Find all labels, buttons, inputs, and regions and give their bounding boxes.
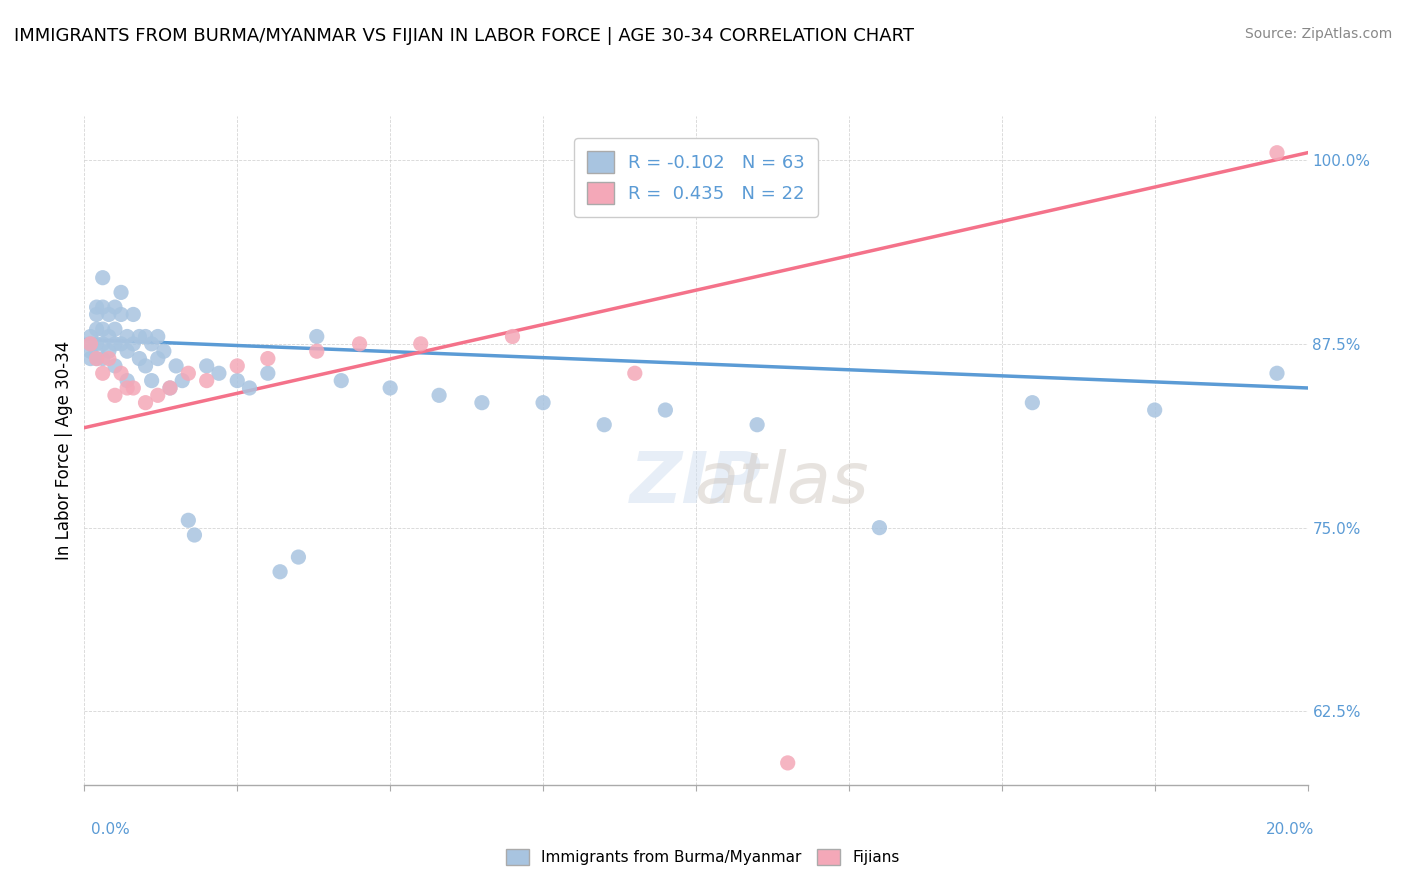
- Point: [146, 351, 169, 366]
- Point: [97, 329, 120, 343]
- Text: 20.0%: 20.0%: [1267, 822, 1315, 837]
- Point: [349, 336, 371, 351]
- Point: [146, 329, 169, 343]
- Text: ZIP: ZIP: [630, 450, 762, 518]
- Point: [1143, 403, 1166, 417]
- Point: [97, 308, 120, 322]
- Point: [128, 351, 150, 366]
- Point: [115, 374, 138, 388]
- Point: [531, 395, 554, 409]
- Point: [195, 374, 218, 388]
- Point: [135, 359, 157, 373]
- Point: [79, 329, 101, 343]
- Point: [141, 374, 163, 388]
- Point: [110, 285, 132, 300]
- Point: [91, 300, 114, 314]
- Point: [79, 336, 101, 351]
- Point: [91, 322, 114, 336]
- Point: [380, 381, 402, 395]
- Point: [654, 403, 676, 417]
- Point: [502, 329, 524, 343]
- Point: [183, 528, 205, 542]
- Point: [135, 395, 157, 409]
- Point: [624, 366, 647, 380]
- Point: [97, 351, 120, 366]
- Point: [177, 513, 200, 527]
- Point: [427, 388, 450, 402]
- Point: [776, 756, 799, 770]
- Point: [305, 344, 328, 359]
- Point: [91, 366, 114, 380]
- Point: [257, 351, 280, 366]
- Point: [110, 308, 132, 322]
- Point: [165, 359, 187, 373]
- Point: [135, 329, 157, 343]
- Point: [79, 336, 101, 351]
- Point: [195, 359, 218, 373]
- Point: [86, 336, 108, 351]
- Point: [869, 521, 891, 535]
- Point: [115, 344, 138, 359]
- Point: [86, 300, 108, 314]
- Y-axis label: In Labor Force | Age 30-34: In Labor Force | Age 30-34: [55, 341, 73, 560]
- Text: 0.0%: 0.0%: [91, 822, 131, 837]
- Point: [97, 344, 120, 359]
- Text: IMMIGRANTS FROM BURMA/MYANMAR VS FIJIAN IN LABOR FORCE | AGE 30-34 CORRELATION C: IMMIGRANTS FROM BURMA/MYANMAR VS FIJIAN …: [14, 27, 914, 45]
- Point: [177, 366, 200, 380]
- Point: [79, 344, 101, 359]
- Point: [122, 381, 145, 395]
- Point: [159, 381, 181, 395]
- Point: [269, 565, 291, 579]
- Point: [86, 322, 108, 336]
- Point: [104, 322, 127, 336]
- Point: [104, 388, 127, 402]
- Point: [110, 366, 132, 380]
- Point: [115, 381, 138, 395]
- Legend: R = -0.102   N = 63, R =  0.435   N = 22: R = -0.102 N = 63, R = 0.435 N = 22: [574, 138, 818, 217]
- Point: [122, 336, 145, 351]
- Point: [593, 417, 616, 432]
- Point: [208, 366, 231, 380]
- Point: [330, 374, 353, 388]
- Point: [257, 366, 280, 380]
- Point: [79, 351, 101, 366]
- Point: [91, 270, 114, 285]
- Point: [226, 374, 249, 388]
- Point: [104, 300, 127, 314]
- Point: [287, 550, 309, 565]
- Point: [146, 388, 169, 402]
- Legend: Immigrants from Burma/Myanmar, Fijians: Immigrants from Burma/Myanmar, Fijians: [501, 843, 905, 871]
- Point: [305, 329, 328, 343]
- Point: [1265, 145, 1288, 160]
- Point: [104, 336, 127, 351]
- Point: [91, 336, 114, 351]
- Text: atlas: atlas: [695, 450, 869, 518]
- Point: [238, 381, 260, 395]
- Point: [153, 344, 176, 359]
- Point: [1265, 366, 1288, 380]
- Point: [1021, 395, 1043, 409]
- Point: [409, 336, 432, 351]
- Point: [86, 308, 108, 322]
- Point: [747, 417, 769, 432]
- Point: [86, 351, 108, 366]
- Point: [115, 329, 138, 343]
- Text: Source: ZipAtlas.com: Source: ZipAtlas.com: [1244, 27, 1392, 41]
- Point: [226, 359, 249, 373]
- Point: [104, 359, 127, 373]
- Point: [110, 336, 132, 351]
- Point: [141, 336, 163, 351]
- Point: [159, 381, 181, 395]
- Point: [86, 351, 108, 366]
- Point: [172, 374, 194, 388]
- Point: [122, 308, 145, 322]
- Point: [471, 395, 494, 409]
- Point: [128, 329, 150, 343]
- Point: [91, 351, 114, 366]
